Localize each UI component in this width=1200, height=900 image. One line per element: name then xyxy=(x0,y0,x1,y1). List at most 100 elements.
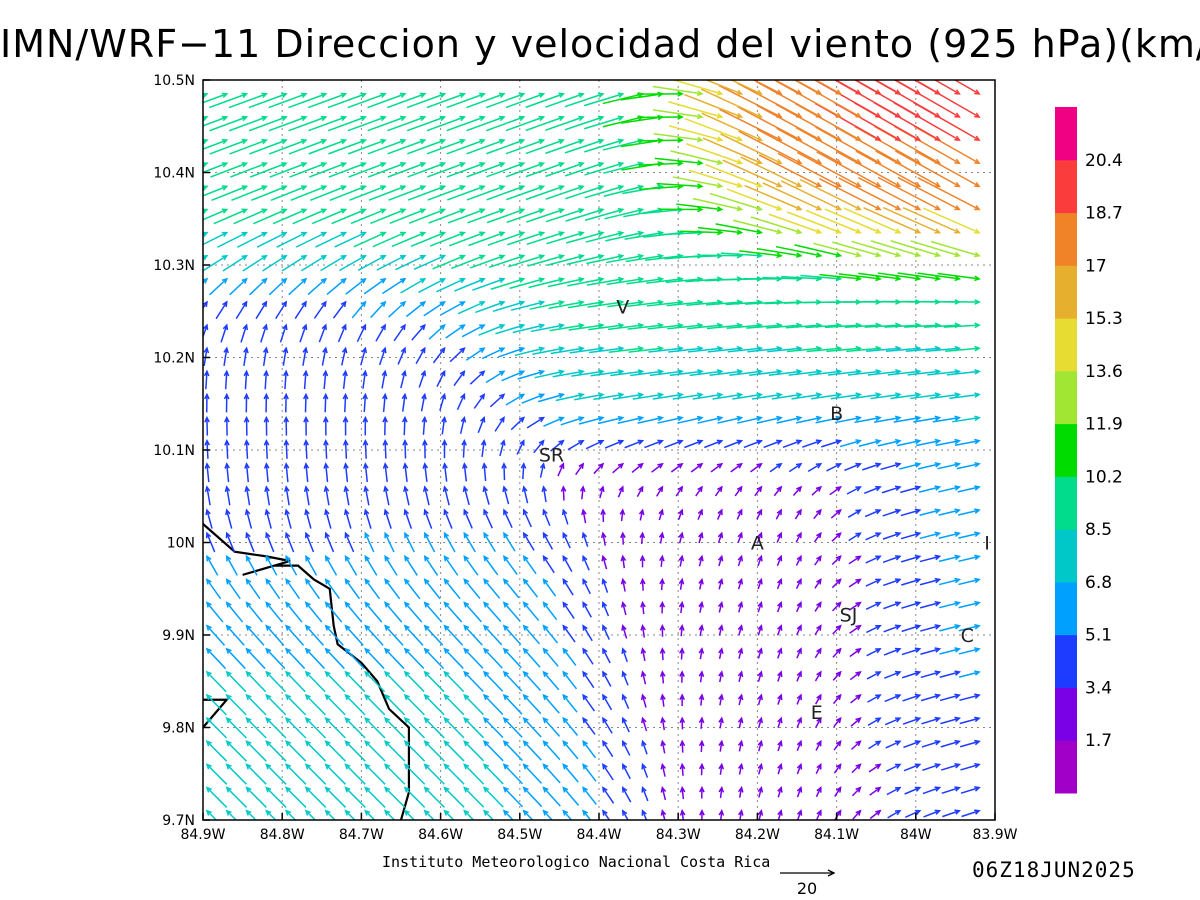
wind-arrow-shaft xyxy=(771,393,802,400)
wind-arrow-shaft xyxy=(714,486,723,497)
wind-arrow xyxy=(795,531,802,543)
wind-arrow xyxy=(499,439,506,457)
wind-arrow-shaft xyxy=(610,370,643,377)
wind-arrow-head xyxy=(974,368,981,375)
wind-arrow-head xyxy=(776,462,783,469)
wind-arrow xyxy=(601,577,609,593)
wind-arrow xyxy=(652,85,704,97)
wind-arrow xyxy=(684,117,744,142)
wind-arrow-head xyxy=(578,299,585,306)
wind-arrow xyxy=(813,508,822,520)
wind-arrow-head xyxy=(597,115,605,122)
wind-arrow xyxy=(884,694,902,703)
wind-arrow-shaft xyxy=(211,185,247,202)
wind-arrow-head xyxy=(738,809,744,816)
wind-arrow-shaft xyxy=(472,278,505,291)
wind-arrow xyxy=(402,462,409,482)
wind-arrow xyxy=(203,231,229,246)
wind-arrow xyxy=(921,739,942,748)
wind-arrow xyxy=(360,346,368,366)
wind-arrow-head xyxy=(498,138,506,145)
wind-arrow-head xyxy=(403,809,410,816)
wind-arrow xyxy=(223,415,230,436)
wind-arrow-head xyxy=(600,508,606,516)
wind-arrow-shaft xyxy=(688,169,742,188)
wind-arrow xyxy=(482,786,504,808)
wind-arrow-head xyxy=(522,786,529,793)
wind-arrow-head xyxy=(696,90,704,97)
wind-arrow xyxy=(583,115,625,130)
wind-arrow-head xyxy=(542,508,548,516)
wind-arrow-shaft xyxy=(808,370,841,376)
wind-arrow-head xyxy=(364,693,371,701)
wind-arrow-head xyxy=(696,415,704,422)
wind-arrow-shaft xyxy=(213,208,247,225)
wind-arrow-shaft xyxy=(522,463,525,480)
wind-arrow xyxy=(620,577,627,592)
wind-arrow xyxy=(463,670,484,692)
wind-arrow xyxy=(679,716,686,730)
wind-arrow xyxy=(205,740,228,762)
wind-arrow xyxy=(833,739,842,751)
wind-arrow-shaft xyxy=(362,371,367,389)
wind-arrow xyxy=(220,323,229,343)
wind-arrow-head xyxy=(855,624,862,631)
wind-arrow xyxy=(508,254,546,268)
wind-arrow xyxy=(659,206,704,213)
wind-arrow-shaft xyxy=(681,787,685,800)
wind-arrow-head xyxy=(518,161,526,168)
wind-arrow-shaft xyxy=(389,208,426,225)
wind-arrow-head xyxy=(344,670,351,677)
wind-arrow-head xyxy=(618,485,624,493)
wind-arrow xyxy=(660,762,667,777)
wind-arrow-head xyxy=(482,693,490,701)
wind-arrow-shaft xyxy=(865,601,881,610)
wind-arrow-head xyxy=(617,161,625,168)
wind-arrow xyxy=(794,244,843,258)
wind-arrow xyxy=(375,323,387,342)
wind-arrow xyxy=(432,254,466,270)
wind-arrow-head xyxy=(698,739,705,747)
wind-arrow-shaft xyxy=(903,763,921,772)
wind-arrow-shaft xyxy=(503,486,510,505)
wind-arrow xyxy=(466,92,506,109)
wind-arrow-head xyxy=(360,231,367,237)
wind-arrow-head xyxy=(934,462,942,468)
wind-arrow xyxy=(403,578,421,600)
wind-arrow xyxy=(283,415,290,436)
wind-arrow-shaft xyxy=(829,486,841,496)
wind-arrow-head xyxy=(718,716,724,724)
wind-arrow-shaft xyxy=(289,162,327,178)
wind-arrow-head xyxy=(304,786,311,793)
wind-arrow-shaft xyxy=(235,301,248,320)
place-label: SJ xyxy=(840,605,858,627)
wind-arrow-shaft xyxy=(958,578,980,586)
wind-arrow-shaft xyxy=(885,763,901,772)
wind-arrow xyxy=(423,740,445,762)
wind-arrow xyxy=(324,693,346,716)
wind-arrow-head xyxy=(954,763,962,769)
wind-arrow-head xyxy=(558,115,565,122)
wind-arrow xyxy=(565,184,605,200)
wind-arrow xyxy=(638,508,645,521)
wind-arrow xyxy=(432,346,446,364)
wind-arrow-shaft xyxy=(265,556,278,576)
wind-arrow-shaft xyxy=(622,602,627,616)
wind-arrow-shaft xyxy=(288,278,307,296)
wind-arrow-shaft xyxy=(424,740,445,762)
wind-arrow-shaft xyxy=(562,787,580,806)
wind-arrow xyxy=(505,115,546,132)
wind-arrow-shaft xyxy=(913,416,940,423)
wind-arrow xyxy=(689,369,724,377)
wind-arrow xyxy=(670,462,684,473)
wind-arrow-head xyxy=(894,809,902,816)
wind-arrow xyxy=(732,219,783,235)
wind-arrow-head xyxy=(421,415,428,423)
wind-arrow-head xyxy=(225,508,231,516)
wind-arrow xyxy=(342,392,349,413)
wind-arrow-head xyxy=(637,299,645,306)
wind-arrow-shaft xyxy=(811,393,841,400)
wind-arrow-shaft xyxy=(537,393,564,403)
wind-arrow-head xyxy=(815,112,823,118)
wind-arrow-head xyxy=(698,554,704,562)
